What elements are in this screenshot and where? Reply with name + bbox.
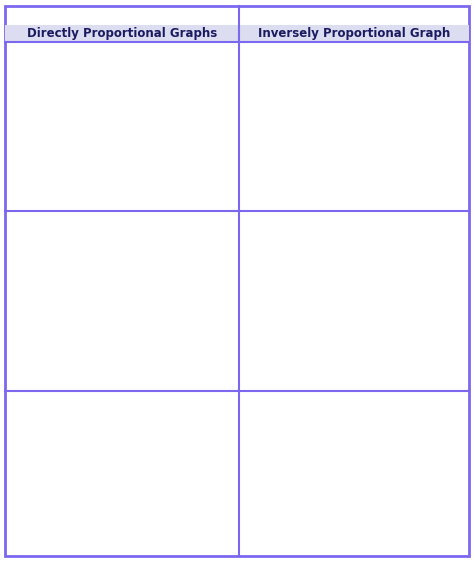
Text: $y = x^2$: $y = x^2$ [82,230,112,246]
Text: Intersects the: Intersects the [30,523,99,532]
Text: $y = \sqrt{x}$: $y = \sqrt{x}$ [184,295,218,310]
Text: $\bullet$: $\bullet$ [248,478,255,488]
Text: not touch any axis: not touch any axis [283,523,382,532]
Text: $\bullet$: $\bullet$ [14,450,21,460]
Text: $y = x$: $y = x$ [167,247,192,259]
Text: Directly Proportional Graphs: Directly Proportional Graphs [27,27,217,40]
Text: reciprocal graph: reciprocal graph [295,454,383,463]
Text: Key features:: Key features: [320,398,389,408]
Text: $x$: $x$ [452,188,461,198]
Text: $\bullet$: $\bullet$ [248,419,255,429]
Text: $y$: $y$ [29,216,38,228]
Text: Inversely Proportional Graph: Inversely Proportional Graph [258,27,450,40]
Text: $\bullet$: $\bullet$ [248,501,255,511]
Text: $y$: $y$ [264,49,273,61]
Text: Located in the: Located in the [264,501,335,510]
Text: Does: Does [264,523,291,532]
Text: $x$: $x$ [222,188,231,198]
Text: Algebraic form, $y = kx^n$: Algebraic form, $y = kx^n$ [30,419,141,433]
Text: $\bullet$: $\bullet$ [14,523,21,533]
Text: Could be a: Could be a [30,450,84,459]
Text: smooth curve: smooth curve [279,478,352,487]
Text: $\bullet$: $\bullet$ [248,523,255,533]
Text: Always a: Always a [264,454,310,463]
Text: Algebraic form, $y = \dfrac{k}{x^n}$: Algebraic form, $y = \dfrac{k}{x^n}$ [264,419,370,440]
Text: $\bullet$: $\bullet$ [248,454,255,464]
Text: quadratic, a cubic graph or graph in: quadratic, a cubic graph or graph in [30,473,201,483]
Text: One: One [264,478,286,487]
Text: the form $y = \sqrt[n]{x}$: the form $y = \sqrt[n]{x}$ [30,496,107,510]
Text: Key features:: Key features: [88,398,156,408]
Text: first quadrant only: first quadrant only [311,501,412,510]
Text: $(0,0)$: $(0,0)$ [100,523,128,535]
Text: origin: origin [79,523,110,532]
Text: $y$: $y$ [26,49,35,61]
Text: $x$: $x$ [223,369,232,379]
Text: , a: , a [129,450,141,459]
Text: $\bullet$: $\bullet$ [14,419,21,429]
Text: straight line graph: straight line graph [66,450,166,459]
